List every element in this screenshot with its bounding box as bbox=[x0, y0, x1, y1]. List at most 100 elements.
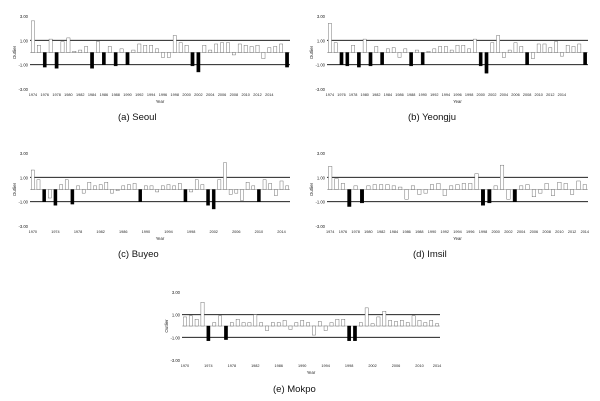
x-tick-label: 1988 bbox=[407, 93, 415, 97]
bar bbox=[155, 189, 159, 193]
x-tick-label: 1978 bbox=[349, 93, 357, 97]
x-tick-label: 1986 bbox=[275, 364, 283, 368]
bar bbox=[385, 184, 390, 190]
bar bbox=[294, 322, 299, 327]
bar bbox=[132, 183, 137, 190]
x-tick-label: 2006 bbox=[392, 364, 400, 368]
bar bbox=[571, 46, 576, 53]
x-tick-label: 1970 bbox=[181, 364, 189, 368]
bar bbox=[563, 183, 568, 190]
x-tick-label: 2014 bbox=[581, 230, 589, 234]
x-tick-label: 2008 bbox=[523, 93, 531, 97]
x-tick-label: 1990 bbox=[123, 93, 131, 97]
bar bbox=[87, 182, 92, 190]
bar bbox=[359, 322, 363, 327]
y-tick-label: 1.00 bbox=[20, 38, 29, 43]
bar bbox=[512, 189, 517, 202]
y-tick-label: 1.00 bbox=[20, 175, 29, 180]
bar bbox=[484, 52, 489, 74]
x-tick-label: 1992 bbox=[135, 93, 143, 97]
x-tick-label: 2004 bbox=[206, 93, 214, 97]
bar bbox=[273, 46, 278, 53]
bar bbox=[271, 322, 275, 327]
x-tick-label: 1982 bbox=[76, 93, 84, 97]
x-tick-label: 1978 bbox=[351, 230, 359, 234]
chart-svg: 3.00 1.00 -1.00 -3.00 Outlier 1970 1974 1978 198… bbox=[164, 290, 441, 375]
bar bbox=[251, 185, 256, 190]
bar bbox=[262, 179, 267, 190]
bar bbox=[208, 49, 213, 53]
y-tick-label: 3.00 bbox=[20, 14, 29, 19]
bar bbox=[409, 52, 413, 67]
x-tick-label: 2008 bbox=[230, 93, 238, 97]
y-axis-label: Outlier bbox=[12, 45, 17, 59]
bar bbox=[328, 23, 332, 53]
x-tick-label: 1984 bbox=[384, 93, 392, 97]
bar bbox=[544, 183, 549, 190]
bar bbox=[432, 48, 437, 53]
bar bbox=[455, 184, 460, 190]
bar bbox=[333, 42, 338, 53]
x-tick-label: 1974 bbox=[204, 364, 212, 368]
bar bbox=[394, 321, 398, 327]
chart-svg: 3.00 1.00 -1.00 -3.00 Outlier 1974 1976 1978 198… bbox=[309, 151, 589, 241]
bar bbox=[202, 45, 207, 53]
bar bbox=[364, 307, 369, 327]
x-tick-label: 1990 bbox=[428, 230, 436, 234]
bar bbox=[64, 179, 69, 190]
bar bbox=[473, 38, 477, 53]
bar bbox=[178, 42, 183, 53]
bar bbox=[519, 46, 524, 53]
x-tick-label: 1992 bbox=[430, 93, 438, 97]
bar bbox=[235, 319, 240, 327]
bar bbox=[554, 41, 558, 53]
bar bbox=[138, 189, 142, 202]
bar bbox=[382, 311, 387, 327]
bar bbox=[415, 49, 419, 53]
bar bbox=[42, 189, 46, 202]
chart-caption-yeongju: (b) Yeongju bbox=[408, 112, 457, 123]
x-tick-label: 2000 bbox=[491, 230, 499, 234]
bar bbox=[161, 52, 165, 58]
bar bbox=[493, 185, 498, 190]
x-tick-label: 1992 bbox=[441, 230, 449, 234]
bar bbox=[104, 182, 109, 190]
y-axis-label: Outlier bbox=[309, 45, 314, 59]
x-tick-label: 1978 bbox=[74, 230, 82, 234]
bar bbox=[110, 189, 114, 194]
bar bbox=[70, 189, 75, 205]
bar bbox=[282, 320, 287, 327]
x-axis-label: Year bbox=[453, 99, 462, 104]
bar bbox=[237, 43, 242, 53]
bar bbox=[218, 315, 222, 327]
bar bbox=[420, 52, 425, 65]
x-tick-label: 2008 bbox=[542, 230, 550, 234]
x-tick-label: 2000 bbox=[476, 93, 484, 97]
bar bbox=[59, 184, 63, 190]
bar bbox=[279, 180, 284, 190]
bar bbox=[72, 51, 77, 53]
bar bbox=[261, 52, 266, 59]
bar bbox=[506, 189, 511, 200]
bar bbox=[362, 38, 367, 53]
bar bbox=[444, 46, 448, 53]
bar bbox=[54, 52, 59, 69]
bar bbox=[76, 185, 80, 190]
bar bbox=[81, 189, 86, 194]
bar bbox=[285, 185, 289, 190]
bar bbox=[265, 325, 269, 331]
bar bbox=[66, 37, 71, 53]
x-tick-label: 1990 bbox=[418, 93, 426, 97]
x-tick-label: 1990 bbox=[298, 364, 306, 368]
y-axis-label: Outlier bbox=[164, 319, 169, 333]
x-tick-label: 2010 bbox=[534, 93, 542, 97]
bar bbox=[226, 42, 230, 53]
bar bbox=[368, 52, 373, 67]
x-tick-label: 1978 bbox=[52, 93, 60, 97]
chart-caption-seoul: (a) Seoul bbox=[118, 112, 157, 123]
x-tick-label: 1998 bbox=[187, 230, 195, 234]
bar bbox=[279, 43, 283, 53]
bar bbox=[380, 52, 384, 65]
bar bbox=[188, 315, 193, 327]
bar bbox=[78, 49, 83, 53]
